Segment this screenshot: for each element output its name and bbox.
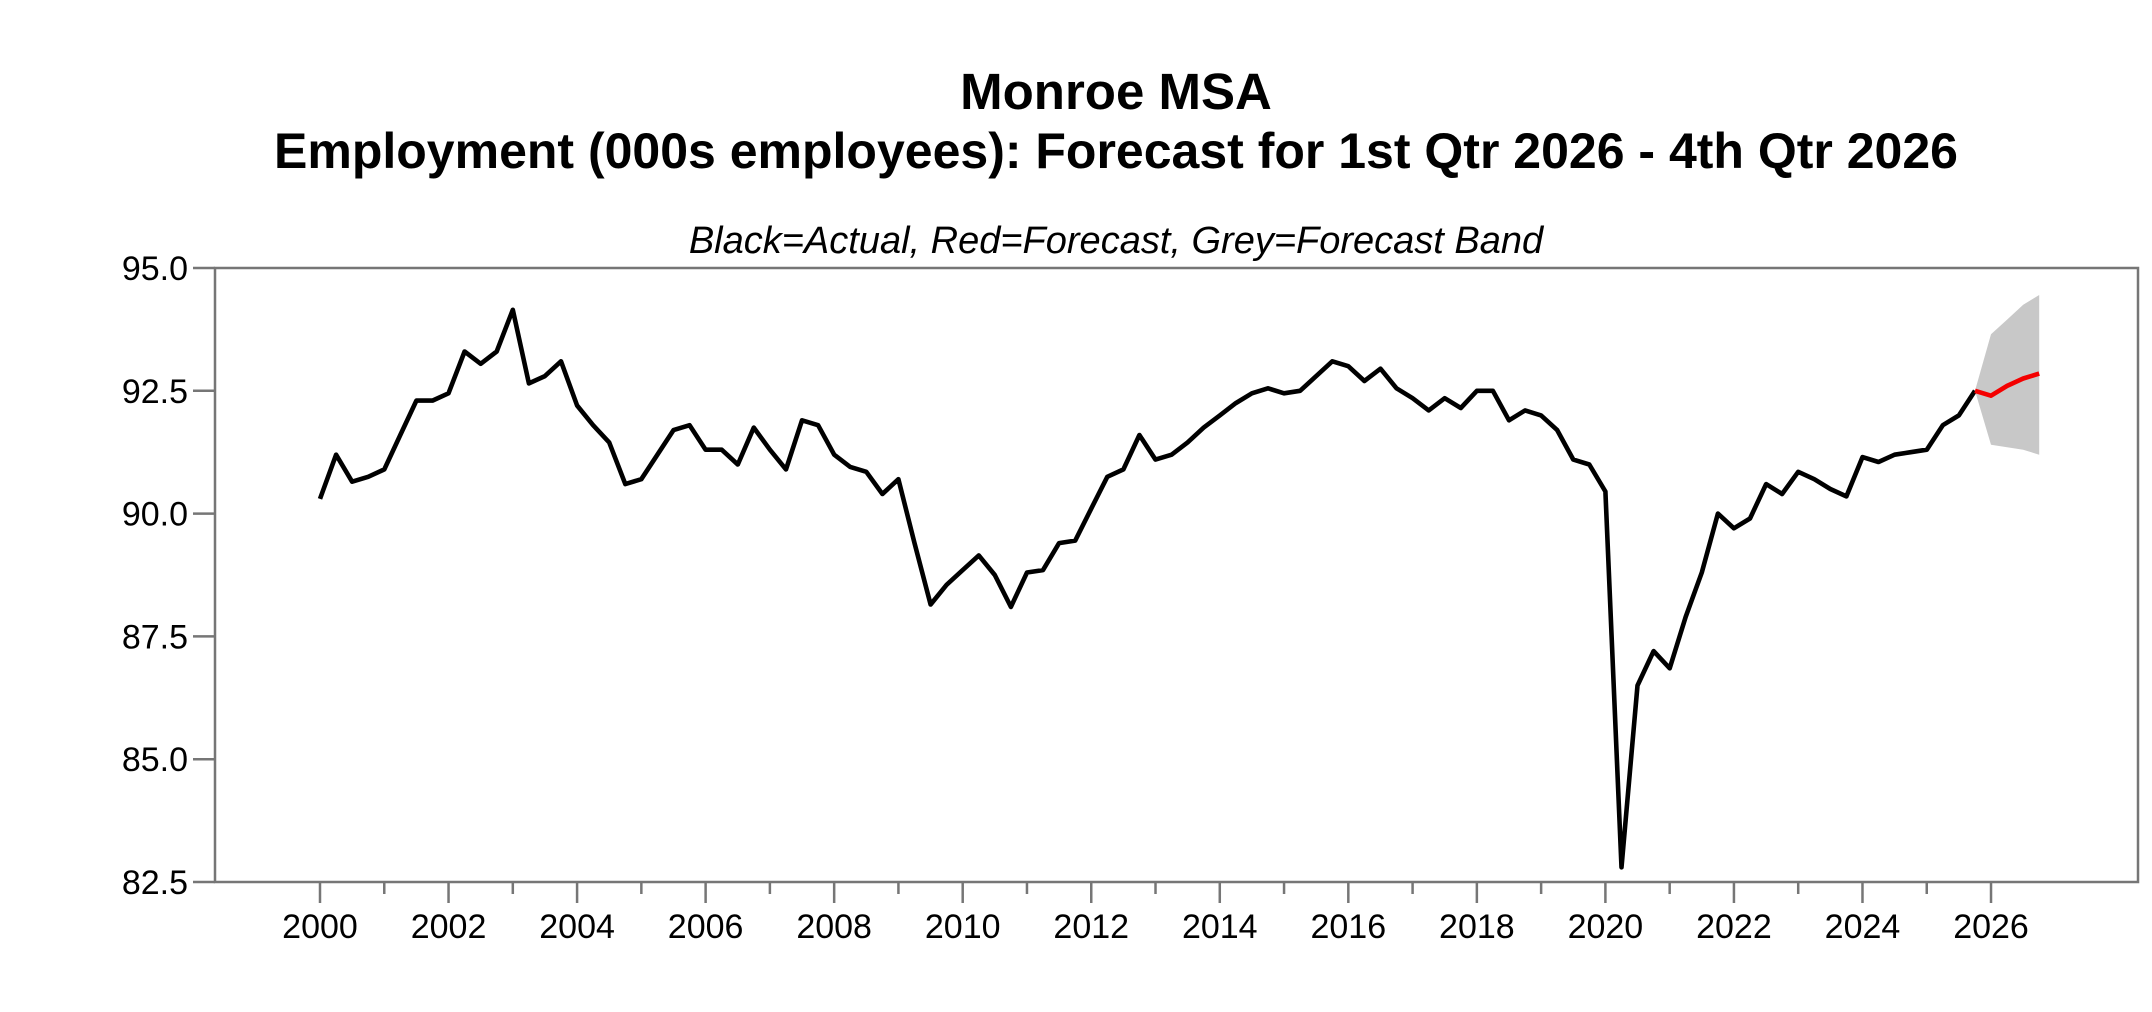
y-tick-label: 82.5 <box>122 864 188 902</box>
employment-forecast-chart: Monroe MSA Employment (000s employees): … <box>40 16 2152 996</box>
x-tick-label: 2026 <box>1953 908 2029 946</box>
actual-series-line <box>317 307 1977 870</box>
chart-legend-note: Black=Actual, Red=Forecast, Grey=Forecas… <box>689 220 1545 262</box>
x-axis-ticks <box>318 882 1993 903</box>
y-tick-label: 85.0 <box>122 741 188 779</box>
forecast-line <box>1974 371 2040 399</box>
x-tick-label: 2000 <box>282 908 358 946</box>
forecast-series-line <box>1974 371 2040 399</box>
x-tick-label: 2004 <box>539 908 615 946</box>
y-tick-label: 92.5 <box>122 373 188 411</box>
x-tick-label: 2022 <box>1696 908 1772 946</box>
plot-border <box>213 266 2140 884</box>
actual-line <box>317 307 1977 870</box>
chart-canvas: Monroe MSA Employment (000s employees): … <box>122 63 2140 946</box>
x-axis-labels: 2000 2002 2004 2006 2008 2010 2012 2014 2016 2018… <box>282 908 2029 946</box>
x-tick-label: 2014 <box>1182 908 1258 946</box>
x-tick-label: 2010 <box>925 908 1001 946</box>
x-tick-label: 2018 <box>1439 908 1515 946</box>
forecast-band-region <box>1975 295 2040 455</box>
y-tick-label: 90.0 <box>122 496 188 534</box>
x-tick-label: 2012 <box>1053 908 1129 946</box>
x-tick-label: 2002 <box>411 908 487 946</box>
chart-subtitle: Employment (000s employees): Forecast fo… <box>274 123 1958 179</box>
y-axis-ticks <box>193 266 215 884</box>
x-tick-label: 2020 <box>1568 908 1644 946</box>
y-tick-label: 87.5 <box>122 618 188 656</box>
x-tick-label: 2006 <box>668 908 744 946</box>
chart-title: Monroe MSA <box>960 63 1272 120</box>
x-tick-label: 2016 <box>1310 908 1386 946</box>
y-axis-labels: 82.5 85.0 87.5 90.0 92.5 95.0 <box>122 250 188 902</box>
y-tick-label: 95.0 <box>122 250 188 288</box>
x-tick-label: 2024 <box>1825 908 1901 946</box>
x-tick-label: 2008 <box>796 908 872 946</box>
forecast-band-polygon <box>1975 295 2040 455</box>
